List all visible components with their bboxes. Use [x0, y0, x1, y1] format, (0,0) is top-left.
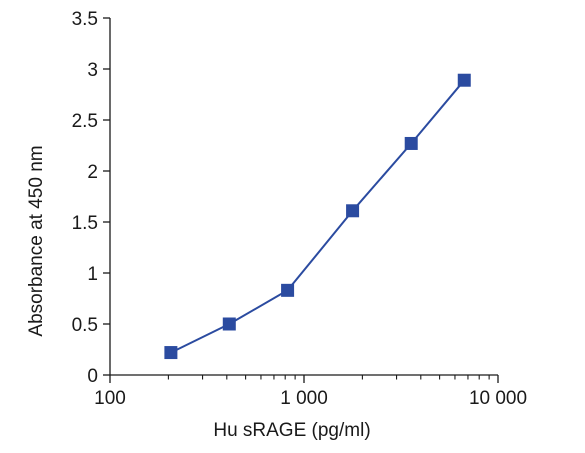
x-tick-label: 10 000: [469, 388, 527, 409]
data-markers: [164, 73, 471, 360]
data-point-marker: [457, 73, 471, 87]
y-tick-label: 1.5: [72, 213, 98, 234]
y-tick-label: 0: [87, 366, 98, 387]
data-point-marker: [281, 283, 295, 297]
data-point-marker: [164, 346, 178, 360]
data-series: [170, 79, 466, 354]
y-tick-label: 2: [87, 162, 98, 183]
tick-marks: [103, 17, 499, 383]
data-point-marker: [404, 136, 418, 150]
data-point-marker: [222, 317, 236, 331]
axes: [109, 18, 498, 376]
y-tick-label: 2.5: [72, 111, 98, 132]
y-tick-label: 3: [87, 60, 98, 81]
x-tick-label: 1 000: [280, 388, 328, 409]
y-tick-label: 0.5: [72, 315, 98, 336]
y-axis-title: Absorbance at 450 nm: [26, 145, 47, 336]
series-line: [170, 79, 466, 354]
tick-labels: 0 0.5 1 1.5 2 2.5 3 3.5 100 1 000 10 000: [72, 9, 527, 409]
data-point-marker: [346, 204, 360, 218]
x-tick-label: 100: [94, 388, 126, 409]
y-tick-label: 1: [87, 264, 98, 285]
y-tick-label: 3.5: [72, 9, 98, 30]
x-axis-title: Hu sRAGE (pg/ml): [213, 420, 370, 441]
